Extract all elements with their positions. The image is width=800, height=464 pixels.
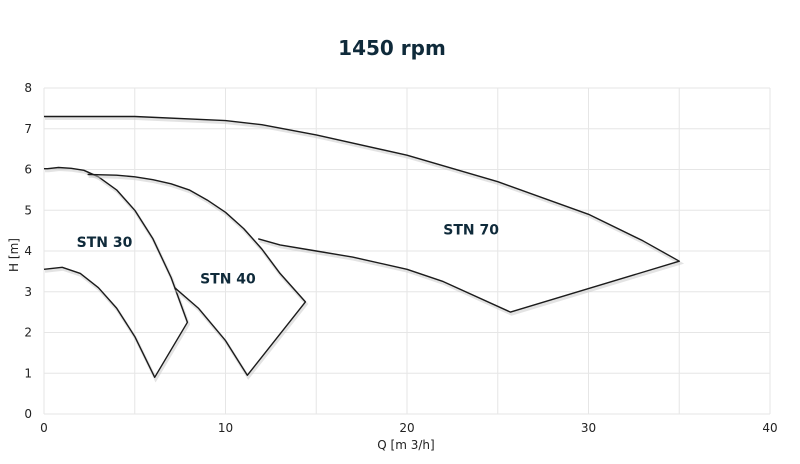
- x-axis-label: Q [m 3/h]: [377, 438, 434, 452]
- x-tick-label: 0: [40, 421, 48, 435]
- y-tick-labels: 0 1 2 3 4 5 6 7 8: [24, 81, 32, 421]
- series-label: STN 70: [443, 223, 499, 239]
- curves: [43, 115, 685, 383]
- series-shadow-0: [44, 167, 191, 383]
- x-tick-label: 40: [762, 421, 777, 435]
- y-tick-label: 6: [24, 163, 32, 177]
- series-curve-stn-40: [87, 173, 307, 376]
- series-shadow-1: [88, 174, 309, 380]
- x-tick-label: 10: [218, 421, 233, 435]
- y-tick-label: 2: [24, 326, 32, 340]
- series-label: STN 40: [200, 272, 256, 288]
- y-tick-label: 0: [24, 407, 32, 421]
- series-labels: STN 30 STN 40 STN 70: [77, 223, 500, 288]
- x-tick-label: 30: [581, 421, 596, 435]
- y-tick-label: 1: [24, 366, 32, 380]
- y-axis-label: H [m]: [7, 238, 21, 272]
- series-curve-stn-70: [44, 115, 680, 313]
- y-tick-label: 3: [24, 285, 32, 299]
- x-tick-label: 20: [399, 421, 414, 435]
- y-tick-label: 7: [24, 122, 32, 136]
- x-tick-labels: 0 10 20 30 40: [40, 421, 777, 435]
- chart-title: 1450 rpm: [338, 36, 446, 60]
- series-curve-stn-30: [43, 166, 189, 378]
- y-tick-label: 4: [24, 244, 32, 258]
- series-shadow-2: [45, 117, 685, 316]
- y-tick-label: 8: [24, 81, 32, 95]
- series-label: STN 30: [77, 235, 133, 251]
- y-tick-label: 5: [24, 203, 32, 217]
